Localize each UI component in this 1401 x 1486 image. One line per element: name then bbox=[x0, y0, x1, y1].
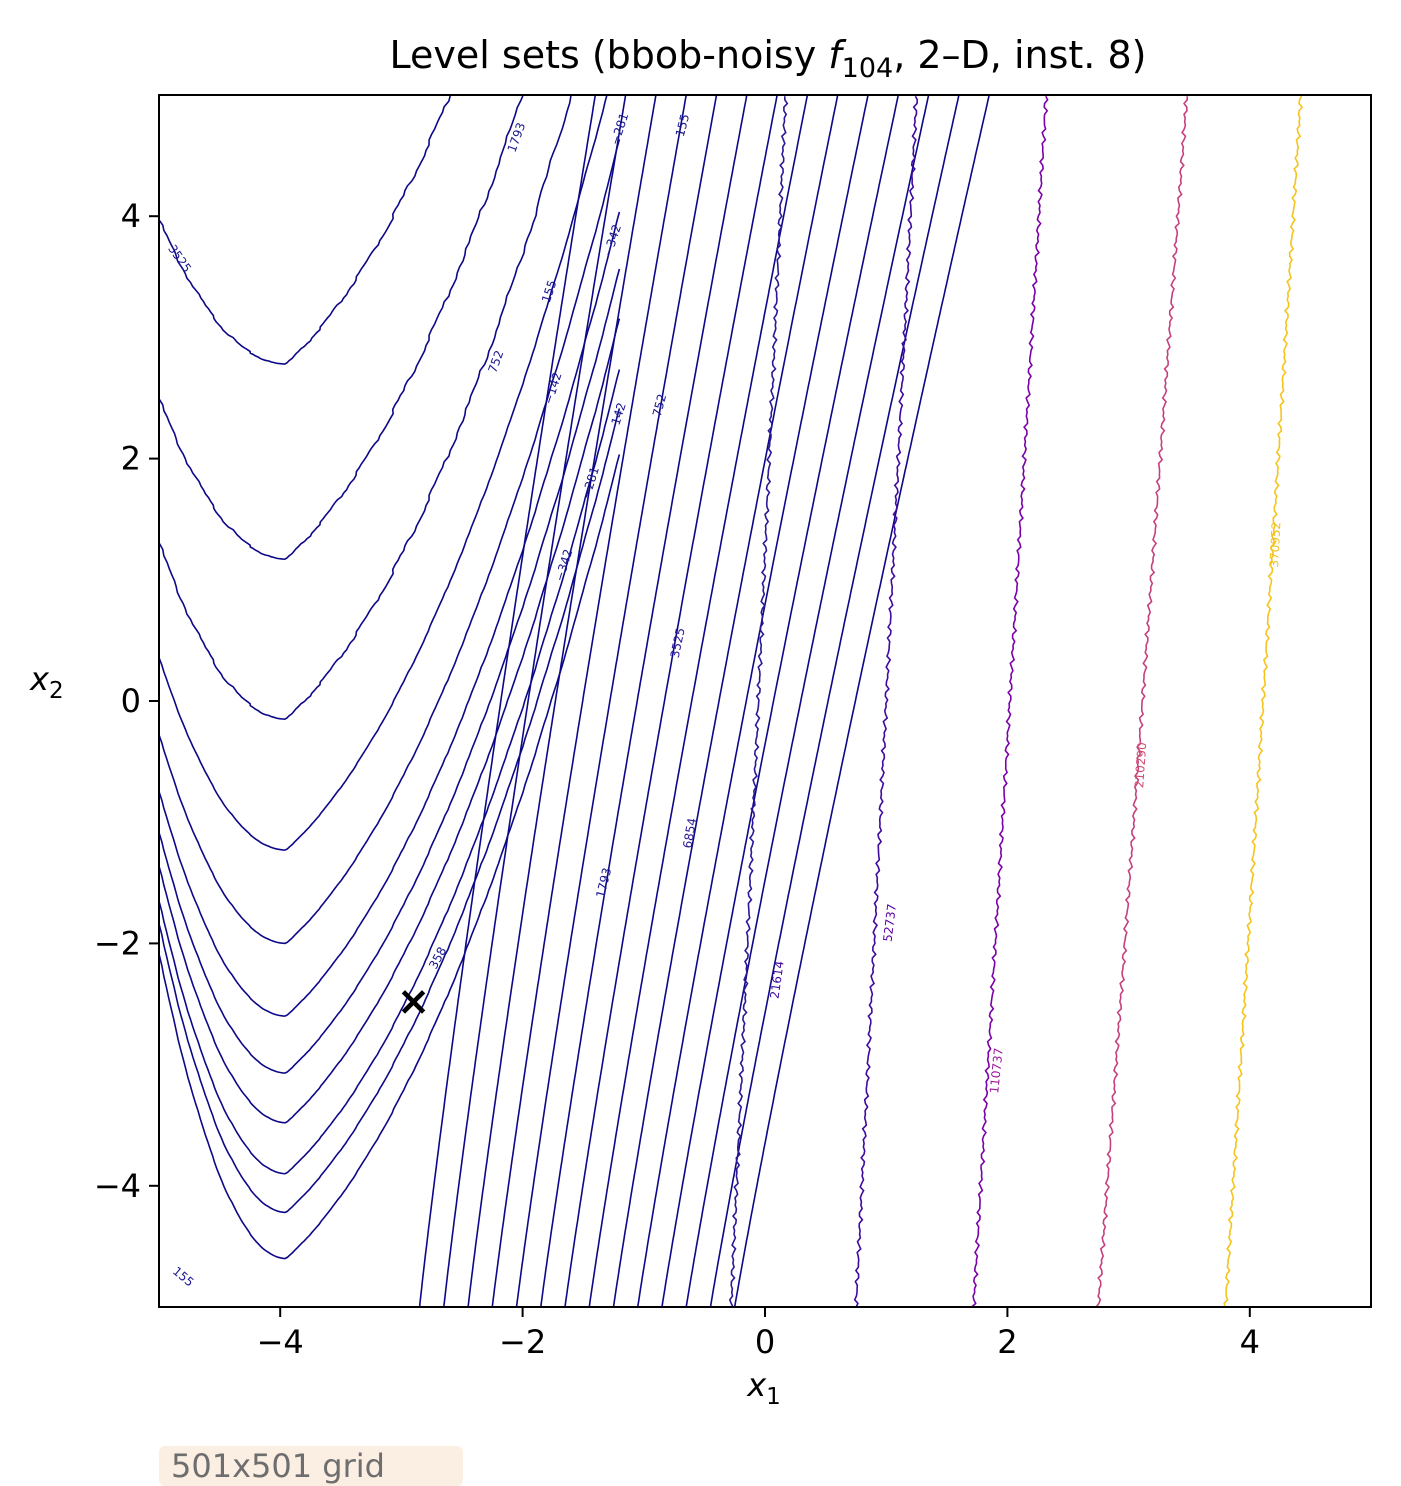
contour-line bbox=[418, 95, 597, 1307]
x-axis-label: x1 bbox=[746, 1366, 781, 1410]
contour-line bbox=[709, 95, 960, 1307]
contour-line bbox=[159, 95, 608, 851]
contour-line bbox=[540, 95, 748, 1307]
x-tick-label: 2 bbox=[997, 1323, 1017, 1361]
x-axis-label-sub: 1 bbox=[766, 1384, 781, 1410]
y-tick-label: 4 bbox=[121, 197, 141, 235]
contour-level-label: 3525 bbox=[668, 626, 688, 659]
y-tick-label: 2 bbox=[121, 440, 141, 478]
contour-line bbox=[971, 95, 1049, 1307]
contour-line bbox=[159, 139, 621, 945]
contour-level-label: 110737 bbox=[987, 1047, 1006, 1094]
contour-line bbox=[159, 95, 452, 365]
contour-level-label: 155 bbox=[539, 278, 559, 304]
contour-level-label: 210290 bbox=[1132, 742, 1149, 789]
contour-line bbox=[443, 95, 627, 1307]
contour-level-label: 155 bbox=[673, 112, 692, 138]
contour-level-label: −281 bbox=[579, 465, 602, 501]
x-tick-label: −2 bbox=[499, 1323, 546, 1361]
contour-line bbox=[733, 95, 990, 1307]
contour-line bbox=[491, 95, 687, 1307]
x-tick-label: −4 bbox=[257, 1323, 304, 1361]
contour-line bbox=[728, 96, 789, 1307]
contour-level-label: −281 bbox=[608, 111, 632, 147]
contour-line bbox=[1095, 96, 1189, 1307]
contour-lines bbox=[159, 95, 1304, 1307]
contour-level-label: 3525 bbox=[165, 242, 194, 275]
contour-line bbox=[636, 95, 869, 1307]
optimum-marker: × bbox=[397, 979, 431, 1025]
contour-level-label: 1793 bbox=[505, 121, 529, 154]
contour-line bbox=[159, 454, 621, 1260]
contour-line bbox=[685, 95, 930, 1307]
chart-title: Level sets (bbob-noisy f104, 2–D, inst. … bbox=[390, 33, 1147, 84]
plot-frame bbox=[158, 94, 1372, 1308]
contour-line bbox=[159, 408, 621, 1214]
contour-level-label: 1793 bbox=[593, 866, 614, 899]
title-tail: , 2–D, inst. 8) bbox=[893, 33, 1146, 77]
contour-level-label: 370952 bbox=[1267, 521, 1283, 567]
x-axis-label-main: x bbox=[746, 1366, 767, 1404]
contour-line bbox=[467, 95, 657, 1307]
contour-line bbox=[159, 211, 621, 1017]
contour-level-label: 6854 bbox=[680, 817, 699, 850]
contour-line bbox=[159, 369, 621, 1175]
contour-level-label: 155 bbox=[170, 1264, 197, 1289]
grid-resolution-badge: 501x501 grid bbox=[159, 1446, 463, 1486]
contour-level-label: 752 bbox=[650, 392, 669, 418]
contour-level-label: 21614 bbox=[768, 960, 787, 1000]
x-ticks: −4 −2 0 2 4 bbox=[257, 1307, 1260, 1361]
contour-line bbox=[1223, 95, 1304, 1307]
contour-line bbox=[564, 95, 778, 1307]
y-tick-label: −2 bbox=[94, 924, 141, 962]
contour-line bbox=[588, 95, 809, 1307]
contour-line bbox=[159, 95, 525, 561]
title-main: Level sets (bbob-noisy bbox=[390, 33, 829, 77]
contour-level-label: −142 bbox=[541, 370, 565, 406]
x-tick-label: 4 bbox=[1240, 1323, 1260, 1361]
contour-line bbox=[612, 95, 839, 1307]
contour-line bbox=[159, 268, 621, 1074]
y-tick-label: −4 bbox=[94, 1167, 141, 1205]
contour-line bbox=[159, 95, 572, 721]
contour-level-label: −142 bbox=[605, 401, 629, 437]
y-axis-label: x2 bbox=[29, 660, 64, 704]
contour-line bbox=[853, 95, 919, 1307]
contour-line bbox=[661, 95, 900, 1307]
y-tick-label: 0 bbox=[121, 682, 141, 720]
contour-level-label: 52737 bbox=[881, 903, 900, 943]
y-axis-label-main: x bbox=[29, 660, 50, 698]
y-axis-label-sub: 2 bbox=[49, 678, 64, 704]
y-ticks: −4 −2 0 2 4 bbox=[94, 197, 159, 1205]
x-tick-label: 0 bbox=[755, 1323, 775, 1361]
title-sub: 104 bbox=[842, 53, 894, 84]
contour-line bbox=[159, 318, 621, 1124]
contour-line bbox=[515, 95, 718, 1307]
